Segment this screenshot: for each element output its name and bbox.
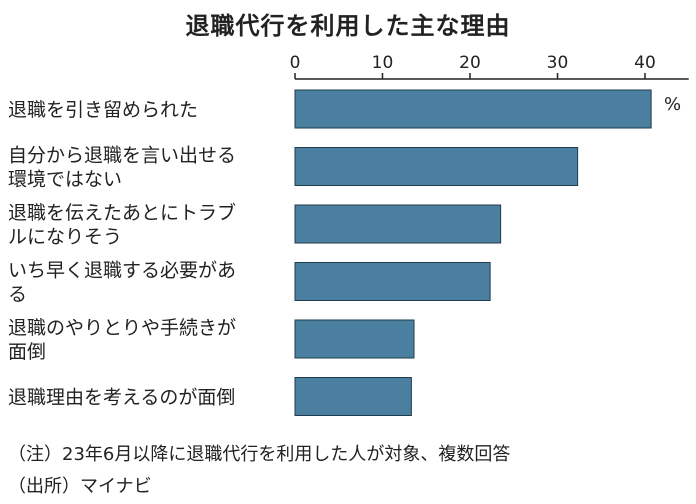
bar bbox=[294, 89, 652, 129]
category-label: 退職を伝えたあとにトラブ bbox=[8, 201, 236, 224]
footnote: （注）23年6月以降に退職代行を利用した人が対象、複数回答 bbox=[8, 444, 511, 465]
x-tick-label: 10 bbox=[372, 53, 394, 73]
category-labels: 退職を引き留められた自分から退職を言い出せる環境ではない退職を伝えたあとにトラブ… bbox=[8, 99, 236, 409]
category-label: 自分から退職を言い出せる bbox=[8, 145, 236, 167]
chart-title: 退職代行を利用した主な理由 bbox=[185, 12, 511, 40]
bar bbox=[294, 147, 579, 186]
bar bbox=[294, 377, 412, 416]
x-tick-label: 40 bbox=[634, 53, 656, 73]
x-tick-label: 20 bbox=[459, 53, 481, 73]
bar bbox=[294, 204, 502, 244]
category-label: 環境ではない bbox=[8, 169, 122, 191]
bar bbox=[294, 319, 415, 359]
bar bbox=[294, 262, 491, 301]
category-label: 退職のやりとりや手続きが bbox=[8, 317, 236, 339]
category-label: 面倒 bbox=[8, 341, 46, 363]
x-tick-label: 30 bbox=[547, 53, 569, 73]
category-label: ルになりそう bbox=[8, 226, 122, 248]
unit-label: % bbox=[664, 94, 681, 115]
x-axis: 0 10 20 30 40 bbox=[290, 53, 689, 80]
category-label: 退職理由を考えるのが面倒 bbox=[8, 387, 235, 409]
bars bbox=[294, 89, 652, 416]
source-note: （出所）マイナビ bbox=[8, 476, 152, 497]
category-label: いち早く退職する必要があ bbox=[8, 260, 236, 282]
category-label: 退職を引き留められた bbox=[8, 99, 198, 121]
category-label: る bbox=[8, 284, 27, 306]
x-tick-label: 0 bbox=[290, 53, 301, 73]
